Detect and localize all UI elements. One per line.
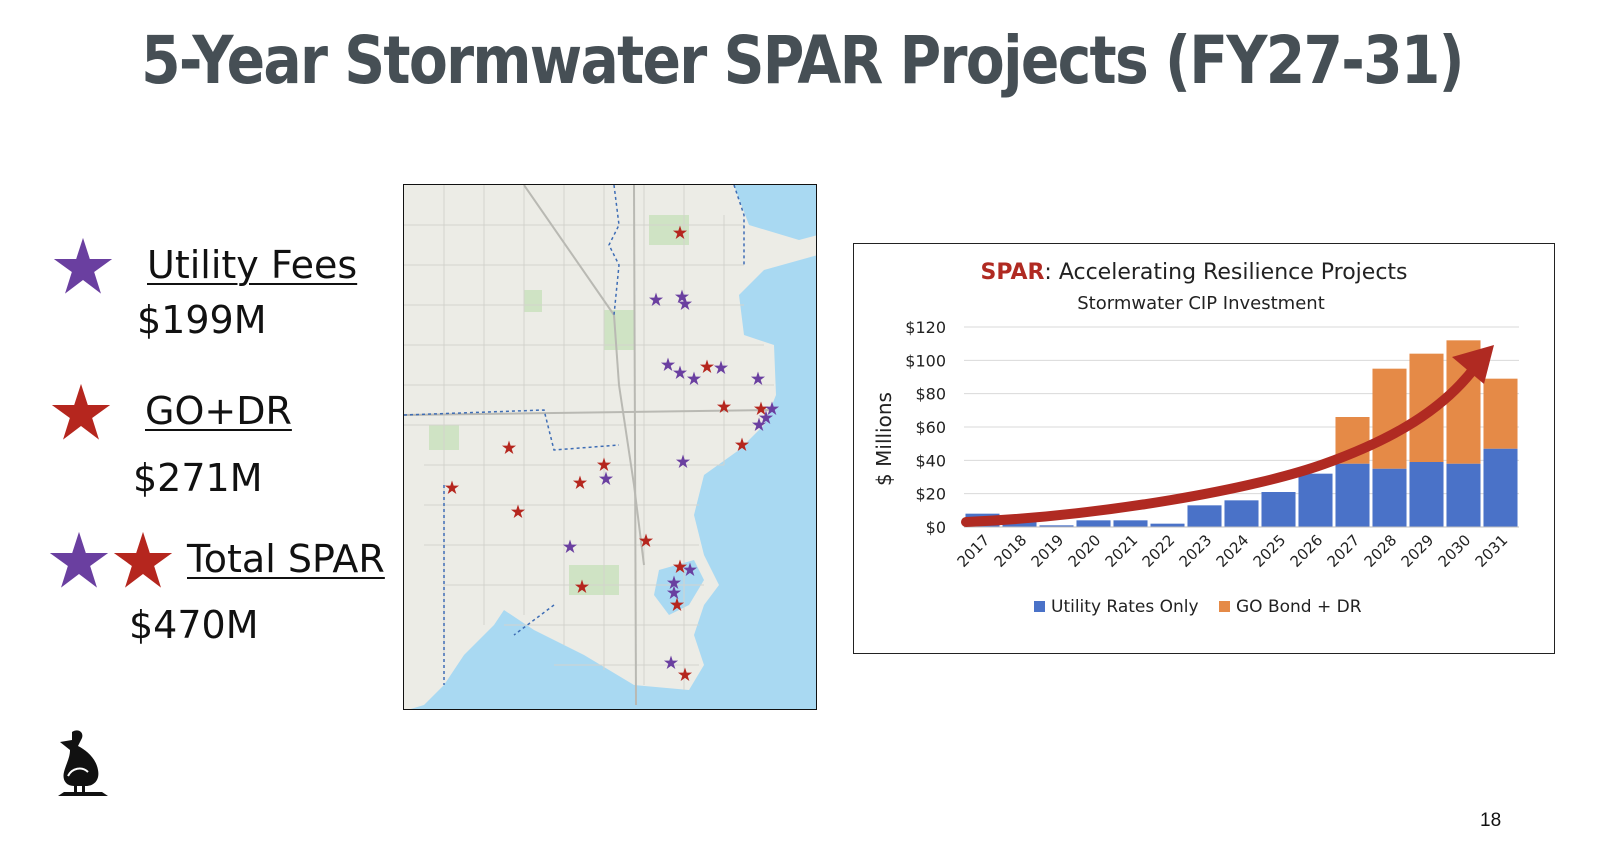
legend-swatch xyxy=(1219,601,1230,612)
legend-entry: GO Bond + DR xyxy=(1236,597,1362,617)
bar-utility-rates xyxy=(1483,448,1518,527)
map-drawing xyxy=(404,185,816,709)
purple-star-icon xyxy=(49,531,109,588)
y-tick-label: $20 xyxy=(915,485,946,504)
chart-title-highlight: SPAR xyxy=(981,260,1045,285)
y-tick-label: $80 xyxy=(915,385,946,404)
go-dr-label: GO+DR xyxy=(145,389,292,433)
total-spar-value: $470M xyxy=(129,603,259,647)
x-tick-label: 2017 xyxy=(954,531,994,571)
bar-utility-rates xyxy=(1187,505,1222,527)
bar-utility-rates xyxy=(1446,463,1481,527)
bar-utility-rates xyxy=(1150,523,1185,527)
x-tick-label: 2027 xyxy=(1324,531,1364,571)
slide-title: 5-Year Stormwater SPAR Projects (FY27-31… xyxy=(141,22,1464,99)
x-tick-label: 2030 xyxy=(1435,531,1475,571)
x-tick-label: 2026 xyxy=(1287,531,1327,571)
y-axis-label: $ Millions xyxy=(872,392,896,486)
legend-swatch xyxy=(1034,601,1045,612)
utility-fees-value: $199M xyxy=(137,298,267,342)
legend-entry: Utility Rates Only xyxy=(1051,597,1199,617)
spar-chart: SPAR: Accelerating Resilience Projects S… xyxy=(853,243,1555,654)
bar-utility-rates xyxy=(1076,520,1111,527)
go-dr-project-markers xyxy=(444,225,769,681)
trend-arrow-head xyxy=(1452,345,1494,384)
x-tick-label: 2031 xyxy=(1472,531,1512,571)
go-dr-value: $271M xyxy=(133,456,263,500)
purple-star-icon xyxy=(53,237,113,294)
chart-title-rest: : Accelerating Resilience Projects xyxy=(1044,260,1407,285)
bar-go-bond-dr xyxy=(1372,368,1407,469)
bar-utility-rates xyxy=(1039,525,1074,527)
page-number: 18 xyxy=(1480,810,1502,831)
total-spar-label: Total SPAR xyxy=(187,537,385,581)
trend-arrow-line xyxy=(961,361,1481,527)
bar-utility-rates xyxy=(1298,473,1333,527)
bar-utility-rates xyxy=(1261,492,1296,527)
chart-subtitle: Stormwater CIP Investment xyxy=(1077,293,1325,314)
utility-fee-project-markers xyxy=(562,289,780,669)
bar-utility-rates xyxy=(1335,463,1370,527)
x-tick-label: 2023 xyxy=(1176,531,1216,571)
y-tick-label: $120 xyxy=(905,318,946,337)
utility-fees-label: Utility Fees xyxy=(147,243,358,287)
pelican-logo-icon xyxy=(58,730,108,796)
x-tick-label: 2024 xyxy=(1213,531,1253,571)
x-tick-label: 2028 xyxy=(1361,531,1401,571)
x-tick-label: 2022 xyxy=(1139,531,1179,571)
red-star-icon xyxy=(51,383,111,440)
spar-chart-svg: SPAR: Accelerating Resilience Projects S… xyxy=(872,260,1519,617)
y-tick-label: $100 xyxy=(905,351,946,370)
bar-utility-rates xyxy=(1113,520,1148,527)
red-star-icon xyxy=(113,531,173,588)
bar-utility-rates xyxy=(1224,500,1259,527)
bar-utility-rates xyxy=(1409,462,1444,527)
bar-utility-rates xyxy=(1372,468,1407,527)
x-tick-label: 2029 xyxy=(1398,531,1438,571)
bar-go-bond-dr xyxy=(1483,378,1518,449)
city-map-image xyxy=(403,184,817,710)
chart-title: SPAR: Accelerating Resilience Projects xyxy=(981,260,1408,285)
trend-arrow xyxy=(961,345,1494,527)
y-tick-label: $40 xyxy=(915,451,946,470)
x-tick-label: 2020 xyxy=(1065,531,1105,571)
y-tick-label: $60 xyxy=(915,418,946,437)
x-tick-label: 2021 xyxy=(1102,531,1142,571)
y-tick-label: $0 xyxy=(926,518,946,537)
x-tick-label: 2019 xyxy=(1028,531,1068,571)
x-tick-label: 2018 xyxy=(991,531,1031,571)
x-tick-label: 2025 xyxy=(1250,531,1290,571)
